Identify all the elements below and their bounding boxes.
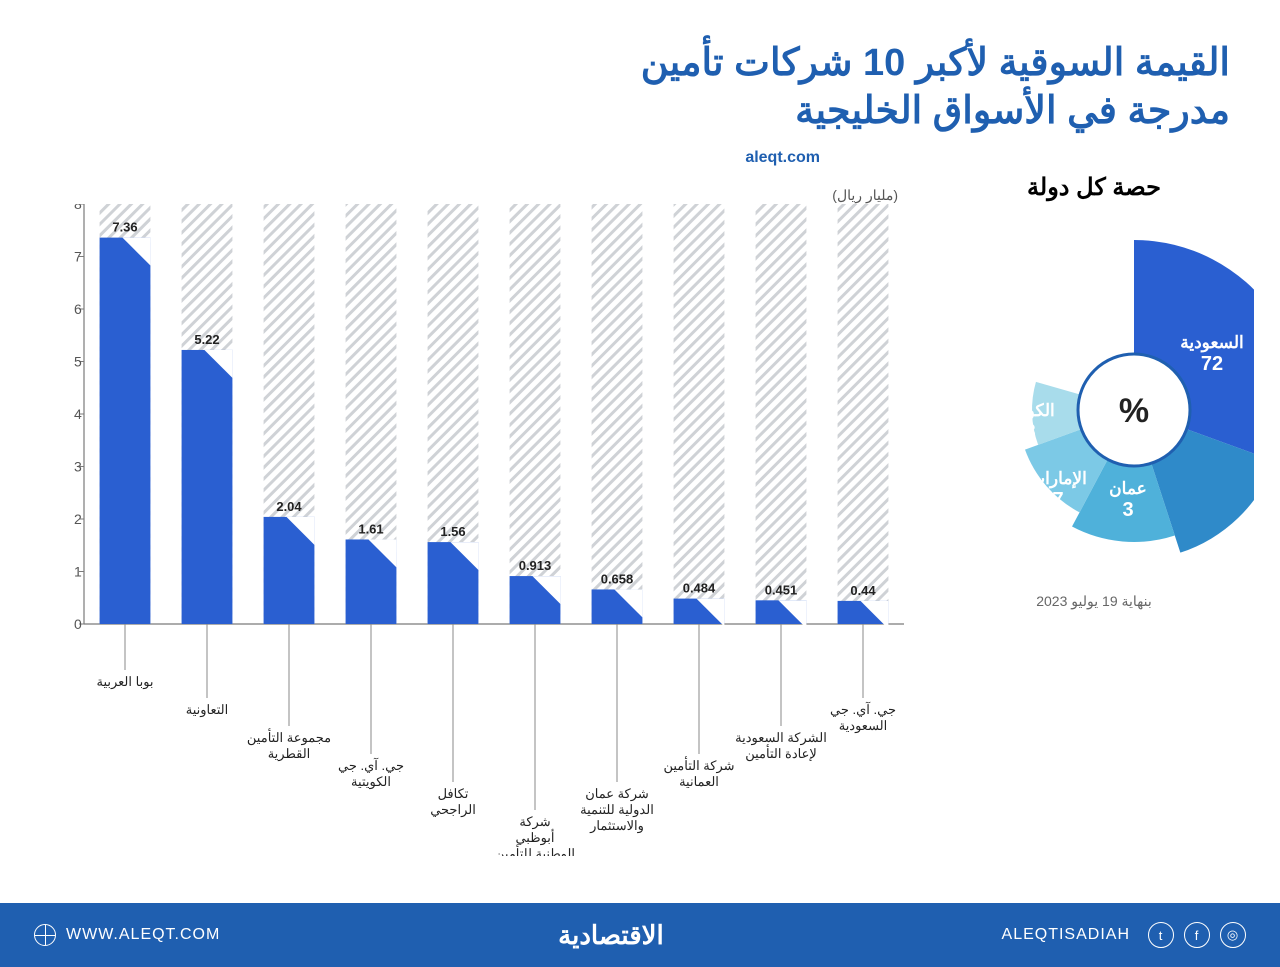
svg-text:لإعادة التأمين: لإعادة التأمين (745, 744, 817, 762)
svg-text:الراجحي: الراجحي (430, 802, 476, 818)
footer-handle: ALEQTISADIAH (1002, 926, 1130, 944)
title-line-1: القيمة السوقية لأكبر 10 شركات تأمين (50, 40, 1230, 88)
svg-text:التعاونية: التعاونية (186, 702, 229, 718)
chart-title: القيمة السوقية لأكبر 10 شركات تأمين مدرج… (50, 40, 1230, 135)
svg-text:جي. آي. جي: جي. آي. جي (338, 757, 404, 773)
pie-title: حصة كل دولة (934, 173, 1254, 202)
pie-chart-svg: السعودية72 قطر10 الكويت8 الإمارات7 عمان3% (934, 210, 1254, 570)
svg-text:0.658: 0.658 (601, 571, 634, 586)
source-label: aleqt.com (50, 149, 820, 167)
pie-chart: حصة كل دولة السعودية72 قطر10 الكويت8 الإمار… (934, 173, 1254, 861)
svg-text:4: 4 (74, 406, 82, 422)
svg-text:شركة عمان: شركة عمان (585, 786, 649, 802)
svg-text:1.56: 1.56 (440, 524, 465, 539)
svg-text:3: 3 (1122, 499, 1133, 521)
svg-text:8: 8 (1024, 421, 1035, 443)
svg-text:الكويت: الكويت (1005, 401, 1055, 421)
svg-text:والاستثمار: والاستثمار (589, 818, 644, 834)
globe-icon (34, 924, 56, 946)
svg-text:0.44: 0.44 (850, 583, 876, 598)
svg-text:شركة التأمين: شركة التأمين (663, 756, 734, 774)
svg-text:0: 0 (74, 616, 82, 632)
svg-text:مجموعة التأمين: مجموعة التأمين (247, 728, 331, 746)
y-axis-unit: (مليار ريال) (50, 187, 898, 204)
footer-site: WWW.ALEQT.COM (66, 926, 220, 944)
footer-brand: الاقتصادية (558, 920, 664, 951)
svg-text:شركة: شركة (519, 814, 550, 830)
bar-chart-svg: 0 1 2 3 4 5 6 7 8 7.36 بوبا العربية 5.22 التعاونية 2.… (50, 204, 904, 856)
svg-text:الشركة السعودية: الشركة السعودية (735, 730, 827, 746)
facebook-icon: f (1184, 922, 1210, 948)
svg-text:0.484: 0.484 (683, 581, 716, 596)
svg-text:1: 1 (74, 564, 82, 580)
footer-left: ◎ f t ALEQTISADIAH (1002, 922, 1246, 948)
svg-text:8: 8 (74, 204, 82, 212)
svg-text:قطر: قطر (1024, 319, 1057, 339)
footer-right: WWW.ALEQT.COM (34, 924, 220, 946)
svg-text:جي. آي. جي: جي. آي. جي (830, 701, 896, 717)
svg-text:10: 10 (1031, 339, 1053, 361)
svg-text:القطرية: القطرية (268, 746, 311, 762)
svg-text:6: 6 (74, 301, 82, 317)
svg-text:2.04: 2.04 (276, 499, 302, 514)
instagram-icon: ◎ (1220, 922, 1246, 948)
svg-text:تكافل: تكافل (438, 786, 469, 801)
svg-text:3: 3 (74, 459, 82, 475)
twitter-icon: t (1148, 922, 1174, 948)
svg-text:الإمارات: الإمارات (1029, 469, 1087, 489)
svg-text:بوبا العربية: بوبا العربية (96, 674, 153, 690)
title-line-2: مدرجة في الأسواق الخليجية (50, 88, 1230, 136)
svg-text:7: 7 (74, 249, 82, 265)
svg-text:العمانية: العمانية (679, 774, 719, 789)
svg-text:أبوظبي: أبوظبي (515, 829, 554, 846)
footer-bar: ◎ f t ALEQTISADIAH الاقتصادية WWW.ALEQT.… (0, 903, 1280, 967)
svg-text:1.61: 1.61 (358, 521, 383, 536)
svg-text:0.913: 0.913 (519, 558, 552, 573)
svg-text:5.22: 5.22 (194, 332, 219, 347)
svg-text:الكويتية: الكويتية (351, 774, 391, 790)
svg-text:2: 2 (74, 511, 82, 527)
svg-text:5: 5 (74, 354, 82, 370)
svg-text:عمان: عمان (1109, 479, 1147, 498)
svg-text:السعودية: السعودية (1180, 333, 1243, 353)
pie-date: بنهاية 19 يوليو 2023 (934, 593, 1254, 610)
svg-text:7.36: 7.36 (112, 220, 137, 235)
svg-text:الوطنية للتأمين: الوطنية للتأمين (495, 844, 575, 856)
bar-chart: (مليار ريال) 0 1 2 3 4 5 6 7 8 7.36 بوبا العربية 5.… (50, 173, 904, 861)
svg-text:الدولية للتنمية: الدولية للتنمية (580, 802, 654, 818)
svg-text:72: 72 (1201, 353, 1223, 375)
svg-text:%: % (1119, 392, 1149, 430)
svg-text:7: 7 (1052, 489, 1063, 511)
svg-text:السعودية: السعودية (839, 718, 888, 734)
svg-text:0.451: 0.451 (765, 582, 798, 597)
